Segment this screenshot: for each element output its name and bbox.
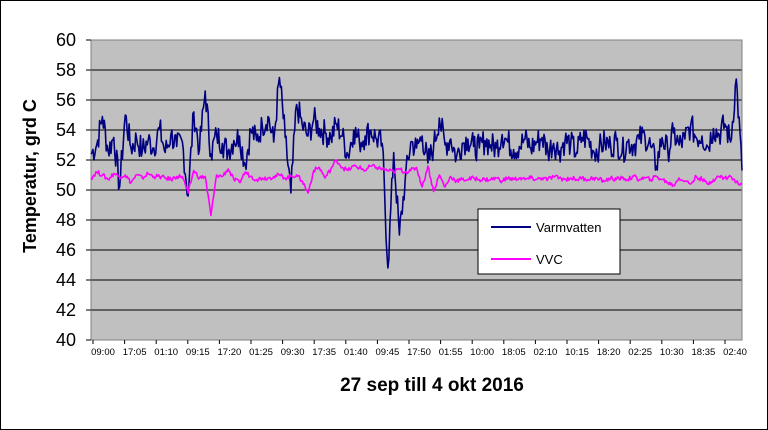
y-tick-label: 40 [56,330,76,350]
y-tick-label: 60 [56,30,76,50]
x-tick-label: 01:10 [154,347,178,358]
legend-box [477,208,621,275]
x-tick-label: 09:15 [186,347,210,358]
series-layer [90,76,743,269]
y-tick-label: 56 [56,90,76,110]
x-tick-label: 09:00 [91,347,115,358]
legend-label-varmvatten: Varmvatten [536,220,602,235]
y-tick-label: 46 [56,240,76,260]
y-tick-label: 58 [56,60,76,80]
legend: Varmvatten VVC [477,208,621,275]
x-tick-label: 10:00 [470,347,494,358]
x-tick-label: 17:35 [312,347,336,358]
y-tick-label: 48 [56,210,76,230]
y-axis-label: Temperatur, grd C [20,99,40,253]
x-axis-ticks: 09:00 17:05 01:10 09:15 17:20 01:25 09:30 17:35… [91,340,747,358]
y-tick-label: 44 [56,270,76,290]
x-tick-label: 02:25 [628,347,652,358]
x-tick-label: 01:25 [249,347,273,358]
y-tick-label: 52 [56,150,76,170]
x-tick-label: 17:05 [123,347,147,358]
x-tick-label: 02:40 [723,347,747,358]
x-tick-label: 01:40 [344,347,368,358]
x-tick-label: 09:45 [376,347,400,358]
y-tick-label: 42 [56,300,76,320]
series-line-vvc [90,159,743,217]
y-axis-ticks: 40 42 44 46 48 50 52 54 56 58 60 [56,30,91,350]
legend-label-vvc: VVC [536,252,563,267]
series-line-varmvatten [90,76,743,269]
x-tick-label: 17:20 [218,347,242,358]
x-tick-label: 18:20 [597,347,621,358]
x-tick-label: 01:55 [439,347,463,358]
gridlines [91,69,742,311]
x-axis-label: 27 sep till 4 okt 2016 [340,375,524,396]
y-tick-label: 50 [56,180,76,200]
x-tick-label: 18:35 [692,347,716,358]
x-tick-label: 10:30 [660,347,684,358]
x-tick-label: 09:30 [281,347,305,358]
x-tick-label: 10:15 [565,347,589,358]
x-tick-label: 02:10 [534,347,558,358]
x-tick-label: 17:50 [407,347,431,358]
y-tick-label: 54 [56,120,76,140]
x-tick-label: 18:05 [502,347,526,358]
